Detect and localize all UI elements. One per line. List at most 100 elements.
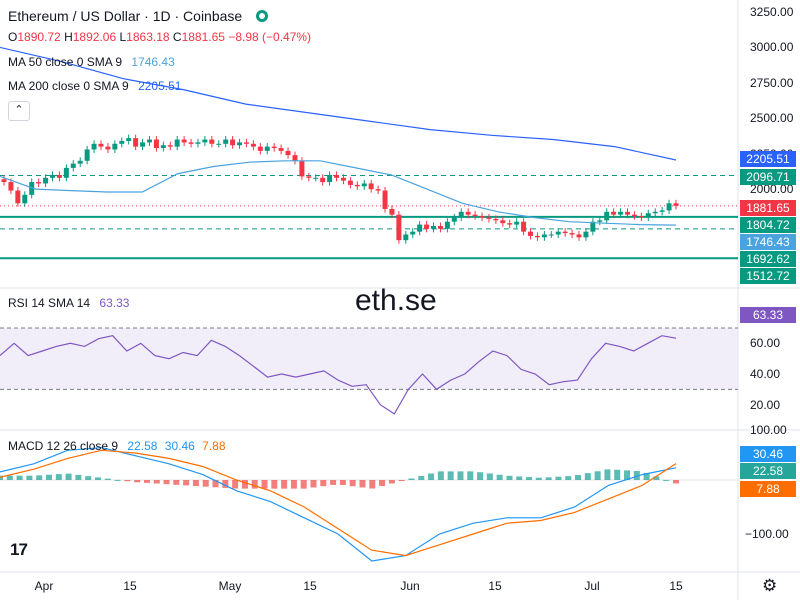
- candle-body: [659, 210, 665, 212]
- tradingview-logo-icon[interactable]: 17: [10, 540, 28, 559]
- candle-body: [36, 182, 42, 184]
- chevron-up-icon[interactable]: ⌃: [8, 101, 30, 121]
- macd-hist-bar: [516, 476, 523, 480]
- open-label: O: [8, 30, 18, 44]
- macd-hist-bar: [428, 473, 435, 480]
- macd-signal-tag: 30.46: [740, 446, 796, 462]
- ma50-legend[interactable]: MA 50 close 0 SMA 9 1746.43: [8, 55, 175, 69]
- rsi-label: RSI 14 SMA 14: [8, 296, 91, 310]
- candle-body: [389, 208, 395, 215]
- rsi-tick-label: 60.00: [750, 336, 781, 351]
- macd-hist-bar: [477, 472, 484, 480]
- macd-hist-bar: [565, 476, 572, 480]
- candle-body: [133, 138, 139, 147]
- candle-body: [569, 233, 575, 235]
- candle-body: [590, 221, 596, 232]
- macd-hist-bar: [300, 480, 307, 489]
- candle-body: [209, 139, 215, 144]
- macd-hist-bar: [163, 480, 170, 485]
- candle-body: [140, 142, 146, 147]
- macd-hist-bar: [183, 480, 190, 486]
- macd-hist-bar: [555, 476, 562, 480]
- macd-hist-bar: [222, 480, 229, 488]
- rsi-tick-label: 40.00: [750, 367, 781, 381]
- macd-hist-tag: 7.88: [740, 481, 796, 497]
- time-tick-label: Apr: [34, 579, 54, 593]
- signal-line: [0, 449, 677, 557]
- candle-body: [382, 190, 388, 209]
- price-tick-label: 2750.00: [750, 75, 794, 90]
- candle-body: [223, 139, 229, 144]
- time-tick-label: 15: [488, 579, 502, 593]
- candle-body: [334, 174, 340, 178]
- candle-body: [666, 203, 672, 211]
- macd-legend[interactable]: MACD 12 26 close 9 22.58 30.46 7.88: [8, 439, 226, 453]
- price-tick-label: 2000.00: [750, 182, 794, 197]
- chart-title: Ethereum / US Dollar · 1D · Coinbase: [8, 8, 269, 24]
- candle-body: [292, 155, 298, 161]
- ma200-legend[interactable]: MA 200 close 0 SMA 9 2205.51: [8, 79, 181, 93]
- macd-hist-bar: [447, 471, 454, 480]
- candle-body: [257, 146, 263, 151]
- rsi-tick-label: 100.00: [750, 423, 787, 437]
- candle-body: [49, 174, 55, 178]
- macd-hist-bar: [94, 477, 101, 480]
- candle-body: [673, 203, 679, 206]
- candle-body: [500, 220, 506, 224]
- rsi-legend[interactable]: RSI 14 SMA 14 63.33: [8, 296, 129, 310]
- candle-body: [98, 143, 104, 147]
- macd-hist-bar: [633, 471, 640, 480]
- candle-body: [562, 231, 568, 234]
- macd-hist-bar: [643, 472, 650, 480]
- candle-body: [264, 146, 270, 151]
- time-tick-label: 15: [123, 579, 137, 593]
- candle-body: [1, 179, 7, 183]
- candle-body: [597, 220, 603, 222]
- candle-body: [444, 221, 450, 229]
- candle-body: [493, 218, 499, 221]
- high-label: H: [64, 30, 73, 44]
- rsi-line: [0, 335, 677, 415]
- macd-hist-bar: [281, 480, 288, 489]
- high-value: 1892.06: [72, 30, 117, 44]
- macd-hist-bar: [173, 480, 180, 485]
- macd-label: MACD 12 26 close 9: [8, 439, 119, 453]
- open-value: 1890.72: [17, 30, 61, 44]
- close-label: C: [172, 30, 182, 44]
- macd-hist-bar: [202, 480, 209, 487]
- gear-icon[interactable]: ⚙: [762, 576, 778, 595]
- macd-hist-bar: [75, 474, 82, 480]
- rsi-band: [0, 328, 738, 390]
- macd-hist-bar: [535, 477, 542, 480]
- candle-body: [638, 216, 644, 218]
- candle-body: [230, 139, 236, 146]
- candle-body: [271, 146, 277, 149]
- candle-body: [29, 182, 35, 195]
- candle-body: [70, 163, 76, 168]
- change-value: −8.98 (−0.47%): [228, 30, 312, 44]
- candle-body: [167, 145, 173, 147]
- macd-hist-bar: [212, 480, 219, 488]
- price-tick-label: 3250.00: [750, 5, 794, 19]
- macd-hist-bar: [369, 480, 376, 489]
- macd-hist-bar: [232, 480, 239, 489]
- macd-hist-bar: [526, 477, 533, 480]
- price-tag: 1746.43: [740, 234, 796, 250]
- price-tick-label: 2500.00: [750, 111, 794, 126]
- macd-hist-bar: [153, 480, 160, 484]
- rsi-value-tag: 63.33: [740, 307, 796, 323]
- candle-body: [340, 177, 346, 181]
- symbol-title[interactable]: Ethereum / US Dollar · 1D · Coinbase: [8, 8, 243, 24]
- candle-body: [437, 225, 443, 229]
- candle-body: [126, 138, 132, 141]
- macd-hist-bar: [192, 480, 199, 487]
- macd-hist-bar: [0, 475, 3, 480]
- candle-body: [250, 143, 256, 147]
- candle-body: [472, 214, 478, 217]
- macd-hist-bar: [310, 480, 317, 488]
- price-tick-label: 3000.00: [750, 40, 794, 55]
- candle-body: [555, 231, 561, 235]
- candle-body: [56, 174, 62, 178]
- macd-hist-bar: [388, 480, 395, 484]
